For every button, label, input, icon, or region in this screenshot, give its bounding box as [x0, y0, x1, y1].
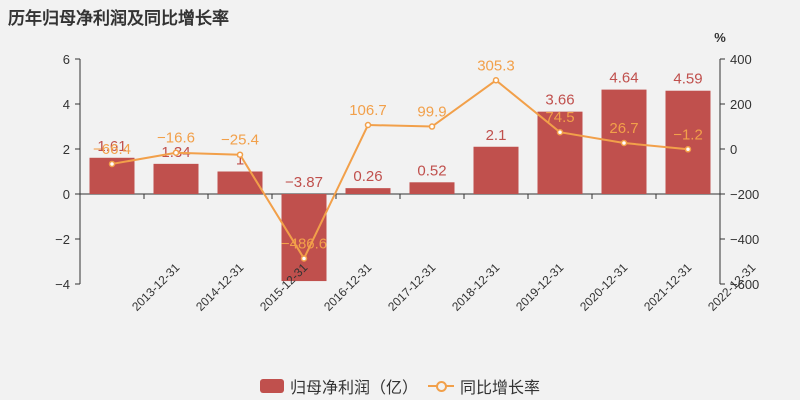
growth-rate-point: [684, 146, 692, 153]
right-axis-tick-label: −600: [730, 277, 759, 292]
bar-value-label: 4.59: [673, 71, 702, 88]
bar-value-label: 0.26: [353, 168, 382, 185]
right-axis-tick-label: 0: [730, 142, 737, 157]
growth-rate-point: [300, 255, 308, 262]
growth-rate-point: [236, 151, 244, 158]
x-axis-category-label: 2018-12-31: [449, 260, 503, 314]
legend-item-net-profit[interactable]: 归母净利润（亿）: [259, 374, 418, 398]
growth-rate-point: [108, 160, 116, 168]
bar: [217, 171, 263, 194]
growth-rate-label: −66.4: [93, 141, 131, 158]
legend-label-growth-rate: 同比增长率: [460, 378, 541, 397]
legend-bar-swatch: [259, 379, 284, 393]
x-axis-category-label: 2016-12-31: [321, 260, 375, 314]
x-axis-category-label: 2014-12-31: [193, 260, 247, 314]
x-axis-category-label: 2021-12-31: [641, 260, 695, 314]
growth-rate-label: −1.2: [673, 126, 703, 143]
right-axis-unit: %: [714, 30, 726, 45]
legend: 归母净利润（亿） 同比增长率: [0, 374, 800, 398]
growth-rate-label: −486.6: [281, 235, 327, 252]
bar-value-label: 1.61: [97, 138, 126, 155]
bar-value-label: −3.87: [285, 174, 323, 191]
left-axis-tick-label: 0: [63, 187, 70, 202]
bar: [665, 90, 711, 194]
right-axis-tick-label: −200: [730, 187, 759, 202]
right-axis-tick-label: −400: [730, 232, 759, 247]
growth-rate-label: −16.6: [157, 130, 195, 147]
legend-label-net-profit: 归母净利润（亿）: [289, 378, 418, 397]
legend-line-swatch: [428, 379, 454, 393]
growth-rate-label: 305.3: [477, 57, 515, 74]
growth-rate-point: [172, 149, 180, 156]
bar-value-label: 0.52: [417, 162, 446, 179]
x-axis-category-label: 2017-12-31: [385, 260, 439, 314]
x-axis-category-label: 2019-12-31: [513, 260, 567, 314]
left-axis-tick-label: −2: [55, 232, 70, 247]
growth-rate-label: 99.9: [417, 104, 446, 121]
chart-title: 历年归母净利润及同比增长率: [8, 9, 229, 29]
growth-rate-point: [620, 139, 628, 147]
bar: [409, 182, 455, 194]
bar: [473, 146, 519, 194]
growth-rate-point: [364, 121, 372, 129]
left-axis-tick-label: 4: [63, 97, 70, 112]
growth-rate-point: [492, 77, 500, 84]
left-axis-tick-label: −4: [55, 277, 70, 292]
growth-rate-label: 106.7: [349, 102, 387, 119]
bar-value-label: 3.66: [545, 92, 574, 109]
bar: [345, 188, 391, 194]
bar-value-label: 4.64: [609, 70, 638, 87]
growth-rate-point: [556, 128, 564, 136]
growth-rate-label: 74.5: [545, 109, 574, 126]
x-axis-category-label: 2020-12-31: [577, 260, 631, 314]
left-axis-tick-label: 2: [63, 142, 70, 157]
right-axis-tick-label: 200: [730, 97, 752, 112]
bar: [153, 163, 199, 194]
growth-rate-label: −25.4: [221, 132, 259, 149]
bar: [281, 194, 327, 282]
legend-item-growth-rate[interactable]: 同比增长率: [428, 374, 540, 398]
left-axis-tick-label: 6: [63, 52, 70, 67]
bar-value-label: 2.1: [486, 127, 507, 144]
growth-rate-line: [111, 79, 689, 261]
x-axis-category-label: 2013-12-31: [129, 260, 183, 314]
growth-rate-label: 26.7: [609, 120, 638, 137]
right-axis-tick-label: 400: [730, 52, 752, 67]
growth-rate-point: [428, 123, 436, 130]
bar-value-label: 1: [236, 152, 244, 169]
bar: [537, 111, 583, 194]
